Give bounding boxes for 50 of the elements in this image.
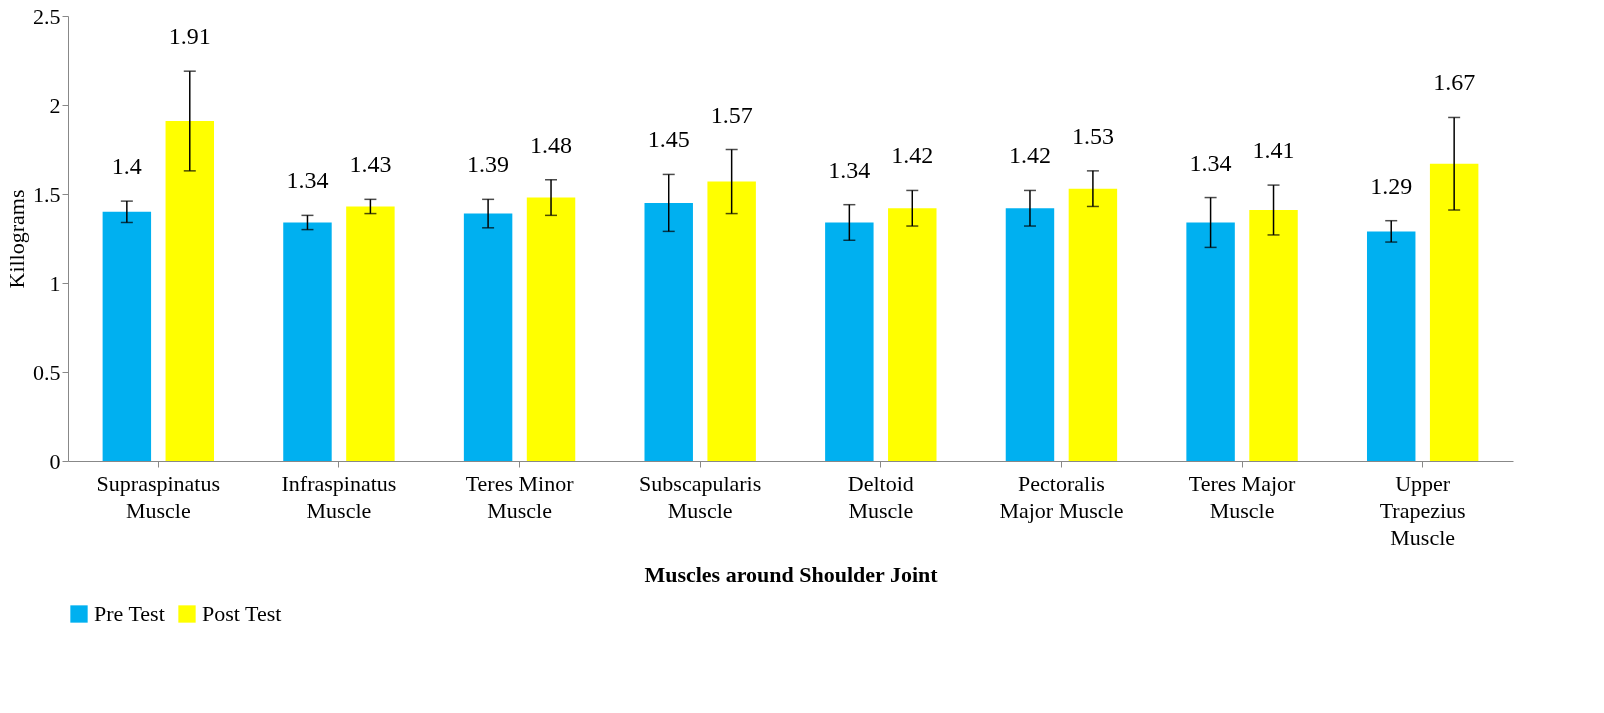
y-tick-label: 1.5 (33, 181, 61, 207)
y-tick-label: 0 (49, 448, 61, 474)
bar (1068, 188, 1118, 461)
x-tick-label: Deltoid Muscle (847, 470, 914, 523)
data-label: 1.91 (168, 23, 211, 50)
x-tick-label: Teres Minor Muscle (465, 470, 575, 523)
x-tick-label: Supraspinatus Muscle (96, 470, 221, 523)
data-label: 1.57 (710, 101, 753, 128)
bar (707, 181, 756, 461)
bar (346, 206, 395, 461)
x-tick-label: Pectoralis Major Muscle (999, 470, 1124, 523)
x-tick-label: Upper Trapezius Muscle (1379, 470, 1466, 550)
x-axis-title: Muscles around Shoulder Joint (644, 561, 939, 587)
bar (1366, 231, 1416, 461)
bar (825, 222, 874, 461)
data-label: 1.34 (286, 167, 329, 194)
y-tick-label: 2.5 (33, 3, 61, 29)
data-label: 1.39 (467, 151, 510, 178)
data-label: 1.4 (111, 153, 142, 180)
bar (165, 121, 215, 461)
legend-label: Pre Test (94, 601, 165, 626)
legend-label: Post Test (202, 601, 282, 626)
bar (644, 202, 693, 461)
bar (283, 222, 332, 461)
data-label: 1.48 (530, 131, 573, 158)
bar (1249, 210, 1298, 461)
y-tick-label: 2 (49, 92, 61, 118)
bar (1429, 163, 1479, 461)
data-label: 1.53 (1071, 122, 1114, 149)
x-tick-label: Teres Major Muscle (1188, 470, 1297, 523)
bar (1005, 208, 1055, 461)
data-label: 1.29 (1370, 172, 1413, 199)
bar (1186, 222, 1235, 461)
bar (526, 197, 576, 461)
bar (463, 213, 513, 461)
data-label: 1.41 (1252, 137, 1295, 164)
data-label: 1.42 (891, 142, 934, 169)
data-label: 1.42 (1008, 142, 1051, 169)
data-label: 1.43 (349, 151, 392, 178)
data-label: 1.45 (647, 126, 690, 153)
y-axis-title: Killograms (4, 189, 29, 289)
bar (888, 208, 937, 461)
data-label: 1.34 (1189, 149, 1232, 176)
y-tick-label: 1 (49, 270, 61, 296)
data-label: 1.34 (828, 156, 871, 183)
bar (102, 211, 152, 461)
data-label: 1.67 (1433, 69, 1476, 96)
x-tick-label: Infraspinatus Muscle (281, 470, 397, 523)
x-tick-label: Subscapularis Muscle (639, 470, 762, 523)
y-tick-label: 0.5 (33, 359, 61, 385)
